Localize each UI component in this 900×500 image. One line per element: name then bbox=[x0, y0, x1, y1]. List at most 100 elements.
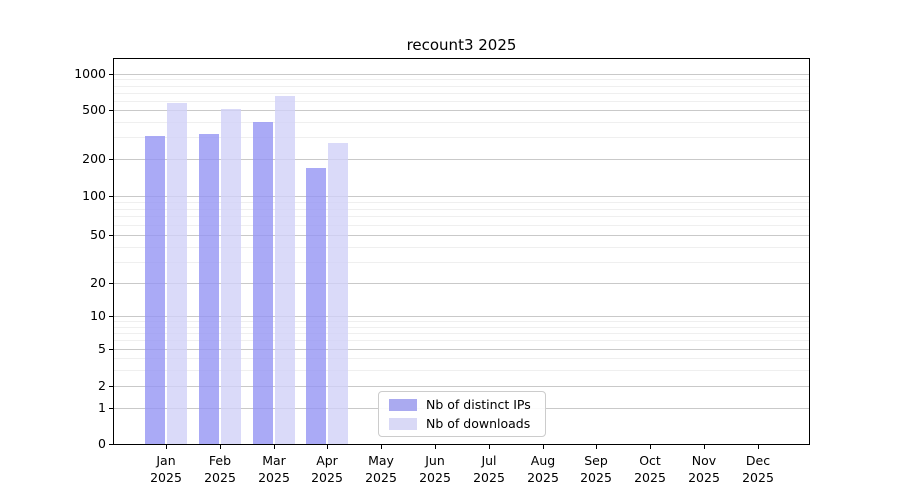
x-tick-mark bbox=[489, 445, 490, 449]
x-tick-year: 2025 bbox=[419, 470, 451, 485]
x-tick-year: 2025 bbox=[473, 470, 505, 485]
bar-downloads-mar bbox=[275, 96, 295, 444]
y-tick-label: 500 bbox=[82, 102, 106, 117]
y-tick-mark bbox=[109, 316, 113, 317]
x-tick-year: 2025 bbox=[527, 470, 559, 485]
y-tick-label: 50 bbox=[90, 227, 106, 242]
y-tick-mark bbox=[109, 349, 113, 350]
y-tick-mark bbox=[109, 283, 113, 284]
gridline-minor bbox=[114, 209, 809, 210]
x-tick-mark bbox=[381, 445, 382, 449]
x-tick-label-feb: Feb 2025 bbox=[188, 452, 252, 486]
y-tick-label: 20 bbox=[90, 275, 106, 290]
gridline-minor bbox=[114, 101, 809, 102]
x-tick-label-may: May 2025 bbox=[349, 452, 413, 486]
x-tick-month: Jan bbox=[156, 453, 176, 468]
x-tick-mark bbox=[704, 445, 705, 449]
gridline-major bbox=[114, 159, 809, 160]
x-tick-year: 2025 bbox=[150, 470, 182, 485]
gridline-major bbox=[114, 386, 809, 387]
gridline-minor bbox=[114, 202, 809, 203]
x-tick-year: 2025 bbox=[204, 470, 236, 485]
gridline-major bbox=[114, 196, 809, 197]
x-tick-month: Mar bbox=[262, 453, 286, 468]
bar-distinct-ips-mar bbox=[253, 122, 273, 444]
bar-distinct-ips-apr bbox=[306, 168, 326, 444]
y-tick-label: 1 bbox=[98, 400, 106, 415]
x-tick-year: 2025 bbox=[365, 470, 397, 485]
x-tick-year: 2025 bbox=[311, 470, 343, 485]
bar-downloads-apr bbox=[328, 143, 348, 444]
chart-title: recount3 2025 bbox=[406, 36, 517, 54]
bar-distinct-ips-jan bbox=[145, 136, 165, 444]
legend-swatch-downloads bbox=[389, 417, 417, 430]
x-tick-month: Nov bbox=[691, 453, 717, 468]
gridline-minor bbox=[114, 122, 809, 123]
gridline-major bbox=[114, 283, 809, 284]
y-tick-mark bbox=[109, 235, 113, 236]
gridline-minor bbox=[114, 321, 809, 322]
y-tick-mark bbox=[109, 444, 113, 445]
x-tick-mark bbox=[220, 445, 221, 449]
x-tick-label-nov: Nov 2025 bbox=[672, 452, 736, 486]
legend-item-distinct-ips: Nb of distinct IPs bbox=[389, 397, 545, 412]
legend-label-distinct-ips: Nb of distinct IPs bbox=[426, 397, 531, 412]
y-tick-mark bbox=[109, 74, 113, 75]
x-tick-month: Apr bbox=[316, 453, 338, 468]
legend-label-downloads: Nb of downloads bbox=[426, 416, 531, 431]
y-tick-label: 200 bbox=[82, 151, 106, 166]
y-tick-label: 0 bbox=[98, 436, 106, 451]
x-tick-year: 2025 bbox=[258, 470, 290, 485]
gridline-minor bbox=[114, 225, 809, 226]
gridline-minor bbox=[114, 86, 809, 87]
gridline-minor bbox=[114, 262, 809, 263]
x-tick-month: Dec bbox=[745, 453, 771, 468]
x-tick-label-jun: Jun 2025 bbox=[403, 452, 467, 486]
x-tick-month: Jun bbox=[425, 453, 445, 468]
x-tick-label-dec: Dec 2025 bbox=[726, 452, 790, 486]
gridline-minor bbox=[114, 358, 809, 359]
x-tick-year: 2025 bbox=[634, 470, 666, 485]
x-tick-mark bbox=[274, 445, 275, 449]
gridline-major bbox=[114, 316, 809, 317]
y-tick-label: 1000 bbox=[74, 66, 106, 81]
x-tick-label-apr: Apr 2025 bbox=[295, 452, 359, 486]
gridline-minor bbox=[114, 93, 809, 94]
x-tick-year: 2025 bbox=[580, 470, 612, 485]
bar-distinct-ips-feb bbox=[199, 134, 219, 444]
gridline-major bbox=[114, 110, 809, 111]
x-tick-mark bbox=[650, 445, 651, 449]
x-tick-mark bbox=[543, 445, 544, 449]
x-tick-month: Jul bbox=[481, 453, 497, 468]
gridline-minor bbox=[114, 340, 809, 341]
x-tick-mark bbox=[327, 445, 328, 449]
bar-downloads-jan bbox=[167, 103, 187, 444]
y-tick-mark bbox=[109, 196, 113, 197]
x-tick-label-jul: Jul 2025 bbox=[457, 452, 521, 486]
gridline-minor bbox=[114, 333, 809, 334]
x-tick-year: 2025 bbox=[688, 470, 720, 485]
y-tick-label: 5 bbox=[98, 341, 106, 356]
x-tick-month: Feb bbox=[208, 453, 232, 468]
legend-item-downloads: Nb of downloads bbox=[389, 416, 545, 431]
y-tick-mark bbox=[109, 110, 113, 111]
x-tick-label-mar: Mar 2025 bbox=[242, 452, 306, 486]
gridline-major bbox=[114, 74, 809, 75]
y-tick-label: 10 bbox=[90, 308, 106, 323]
y-tick-label: 2 bbox=[98, 378, 106, 393]
legend: Nb of distinct IPs Nb of downloads bbox=[378, 391, 546, 437]
gridline-minor bbox=[114, 216, 809, 217]
x-tick-month: Sep bbox=[584, 453, 608, 468]
gridline-minor bbox=[114, 370, 809, 371]
x-tick-mark bbox=[166, 445, 167, 449]
y-tick-mark bbox=[109, 386, 113, 387]
x-tick-month: May bbox=[368, 453, 394, 468]
x-tick-mark bbox=[758, 445, 759, 449]
y-tick-mark bbox=[109, 159, 113, 160]
gridline-major bbox=[114, 235, 809, 236]
x-tick-month: Oct bbox=[639, 453, 661, 468]
x-tick-label-jan: Jan 2025 bbox=[134, 452, 198, 486]
x-tick-mark bbox=[435, 445, 436, 449]
gridline-minor bbox=[114, 79, 809, 80]
